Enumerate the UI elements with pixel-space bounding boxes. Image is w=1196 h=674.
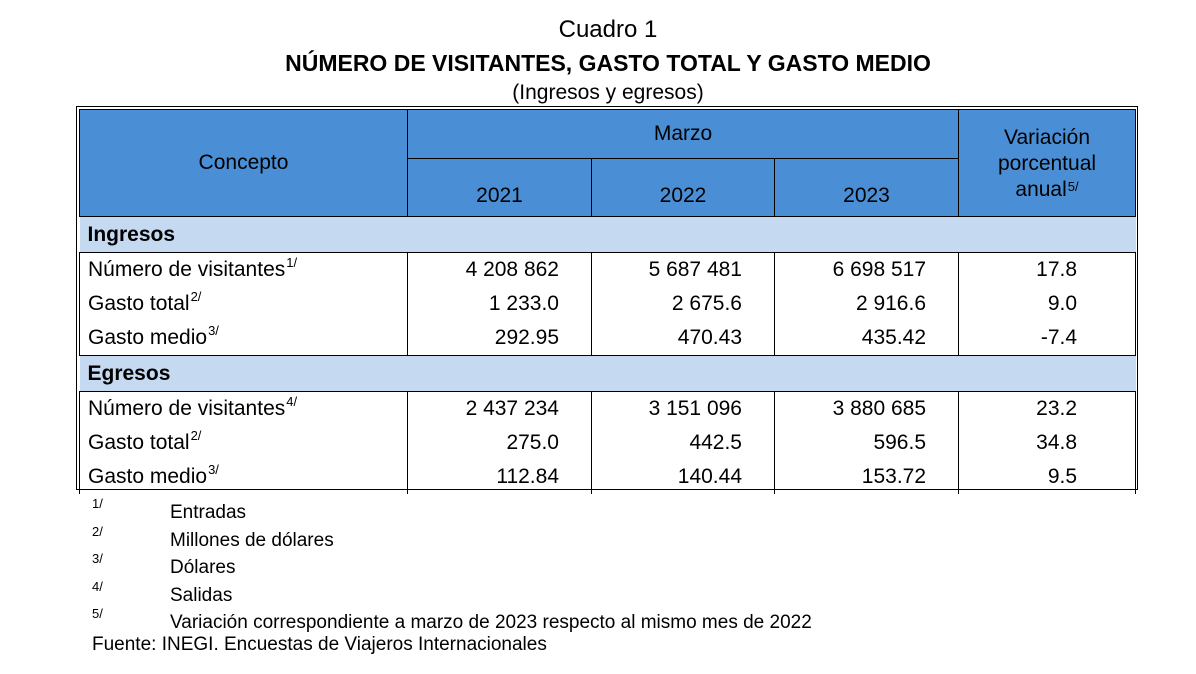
cell-variation: -7.4 (958, 321, 1137, 356)
footnote-mark: 3/ (92, 551, 103, 566)
table-row: Número de visitantes1/ 4 208 862 5 687 4… (79, 252, 1137, 287)
header-variation: Variación porcentual anual5/ (958, 109, 1137, 217)
section-ingresos: Ingresos (79, 216, 1136, 253)
cell-2022: 140.44 (591, 460, 775, 494)
source-note: Fuente: INEGI. Encuestas de Viajeros Int… (92, 634, 547, 655)
cell-2022: 3 151 096 (591, 391, 775, 426)
footnote-mark: 1/ (92, 496, 103, 511)
cell-2021: 275.0 (407, 426, 592, 460)
cell-2023: 3 880 685 (773, 391, 960, 426)
section-egresos: Egresos (79, 355, 1136, 392)
cell-2021: 2 437 234 (407, 391, 592, 426)
cell-variation: 17.8 (958, 252, 1137, 287)
header-variation-line-2: porcentual (997, 152, 1097, 175)
cell-2023: 435.42 (773, 321, 960, 356)
data-table: Concepto Marzo Variación porcentual anua… (79, 109, 1137, 494)
header-concepto: Concepto (79, 109, 408, 217)
footnote-text: Dólares (170, 557, 236, 578)
cell-variation: 34.8 (958, 426, 1137, 460)
table-row: Gasto total2/ 275.0 442.5 596.5 34.8 (79, 426, 1137, 460)
footnote-text: Entradas (170, 502, 247, 523)
footnote-text: Variación correspondiente a marzo de 202… (170, 612, 812, 633)
table-number: Cuadro 1 (558, 16, 658, 43)
footnote-mark: 2/ (92, 523, 103, 539)
cell-2021: 112.84 (407, 460, 592, 494)
table-heading: NÚMERO DE VISITANTES, GASTO TOTAL Y GAST… (285, 50, 931, 76)
footnote-text: Millones de dólares (170, 529, 334, 551)
header-variation-line-1: Variación (1004, 126, 1091, 149)
footnote-mark: 5/ (92, 606, 103, 621)
footnote-mark: 4/ (92, 578, 103, 594)
row-label: Gasto medio3/ (79, 460, 408, 494)
header-year-2023: 2023 (773, 158, 960, 217)
cell-variation: 23.2 (958, 391, 1137, 426)
table-row: Número de visitantes4/ 2 437 234 3 151 0… (79, 391, 1137, 426)
cell-2021: 4 208 862 (407, 252, 592, 287)
cell-2022: 470.43 (591, 321, 775, 356)
header-period: Marzo (406, 109, 960, 159)
header-year-2022: 2022 (591, 158, 775, 217)
row-label: Gasto total2/ (79, 426, 408, 460)
cell-variation: 9.5 (958, 460, 1137, 494)
cell-2023: 6 698 517 (773, 252, 960, 287)
row-label: Número de visitantes1/ (79, 252, 408, 287)
cell-2022: 442.5 (591, 426, 775, 460)
table-row: Gasto medio3/ 292.95 470.43 435.42 -7.4 (79, 321, 1137, 356)
cell-2022: 2 675.6 (591, 287, 775, 321)
cell-2023: 153.72 (773, 460, 960, 494)
table-row: Gasto total2/ 1 233.0 2 675.6 2 916.6 9.… (79, 287, 1137, 321)
cell-2021: 292.95 (407, 321, 592, 356)
footnote-text: Salidas (170, 584, 233, 606)
row-label: Número de visitantes4/ (79, 391, 408, 426)
cell-2023: 2 916.6 (773, 287, 960, 321)
header-variation-sup: 5/ (1067, 179, 1079, 194)
table-row: Gasto medio3/ 112.84 140.44 153.72 9.5 (79, 460, 1137, 494)
cell-2021: 1 233.0 (407, 287, 592, 321)
header-year-2021: 2021 (407, 158, 592, 217)
header-variation-line-3: anual (1015, 178, 1067, 201)
table-subheading: (Ingresos y egresos) (512, 81, 704, 104)
cell-2022: 5 687 481 (591, 252, 775, 287)
row-label: Gasto medio3/ (79, 321, 408, 356)
cell-variation: 9.0 (958, 287, 1137, 321)
row-label: Gasto total2/ (79, 287, 408, 321)
cell-2023: 596.5 (773, 426, 960, 460)
